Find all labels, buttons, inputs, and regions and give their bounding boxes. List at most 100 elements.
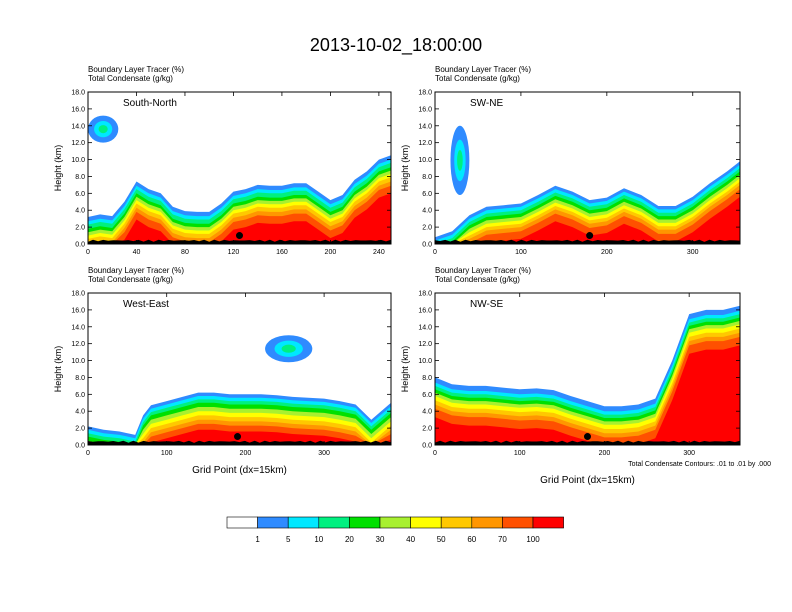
y-tick-label: 2.0 <box>75 225 85 232</box>
location-marker <box>586 232 594 240</box>
x-tick-label: 120 <box>228 249 240 256</box>
x-axis-label: Grid Point (dx=15km) <box>540 475 635 486</box>
y-tick-label: 8.0 <box>422 375 432 382</box>
colorbar-label: 40 <box>406 535 415 544</box>
panel-subtitle-tracer: Boundary Layer Tracer (%) <box>88 266 184 275</box>
y-tick-label: 12.0 <box>71 140 85 147</box>
colorbar-swatch <box>471 516 503 529</box>
x-tick-label: 240 <box>373 249 385 256</box>
x-tick-label: 300 <box>687 249 699 256</box>
y-tick-label: 6.0 <box>75 191 85 198</box>
location-marker <box>584 433 591 441</box>
y-tick-label: 8.0 <box>75 174 85 181</box>
terrain <box>88 440 391 445</box>
y-tick-label: 2.0 <box>422 225 432 232</box>
y-tick-label: 12.0 <box>71 341 85 348</box>
y-tick-label: 10.0 <box>71 157 85 164</box>
plot-area <box>88 335 391 445</box>
colorbar-swatch <box>318 516 350 529</box>
colorbar-swatch <box>226 516 258 529</box>
upper-tracer-core <box>281 344 296 353</box>
y-tick-label: 18.0 <box>71 90 85 97</box>
plot-area <box>435 305 740 445</box>
terrain <box>435 440 740 445</box>
tracer-band-8 <box>435 184 740 244</box>
x-tick-label: 0 <box>86 249 90 256</box>
plot-frame <box>87 91 392 245</box>
plot-frame <box>434 91 741 245</box>
colorbar-label: 5 <box>286 535 291 544</box>
y-tick-label: 18.0 <box>71 291 85 298</box>
plot-area <box>435 125 740 244</box>
x-tick-label: 200 <box>240 450 252 457</box>
panel-title: South-North <box>123 98 177 109</box>
y-tick-label: 6.0 <box>422 191 432 198</box>
colorbar-swatch <box>502 516 534 529</box>
x-tick-label: 300 <box>318 450 330 457</box>
y-tick-label: 14.0 <box>418 123 432 130</box>
y-tick-label: 16.0 <box>71 307 85 314</box>
x-tick-label: 200 <box>599 450 611 457</box>
panel-subtitle-condensate: Total Condensate (g/kg) <box>435 275 520 284</box>
y-tick-label: 10.0 <box>71 358 85 365</box>
y-tick-label: 12.0 <box>418 140 432 147</box>
x-tick-label: 0 <box>86 450 90 457</box>
colorbar-label: 70 <box>498 535 507 544</box>
y-tick-label: 14.0 <box>418 324 432 331</box>
y-tick-label: 16.0 <box>418 307 432 314</box>
panel-subtitle-tracer: Boundary Layer Tracer (%) <box>435 65 531 74</box>
panel-south-north: Boundary Layer Tracer (%)Total Condensat… <box>53 65 392 256</box>
panel-title: West-East <box>123 299 169 310</box>
panel-title: NW-SE <box>470 299 503 310</box>
panel-west-east: Boundary Layer Tracer (%)Total Condensat… <box>53 266 392 476</box>
y-tick-label: 16.0 <box>71 106 85 113</box>
upper-tracer-core <box>98 125 108 134</box>
colorbar-swatch <box>257 516 289 529</box>
y-tick-label: 6.0 <box>75 392 85 399</box>
y-tick-label: 0.0 <box>422 443 432 450</box>
y-tick-label: 16.0 <box>418 106 432 113</box>
y-axis-label: Height (km) <box>53 145 63 192</box>
terrain <box>435 239 740 244</box>
tracer-band-9 <box>435 336 740 445</box>
y-tick-label: 18.0 <box>418 90 432 97</box>
colorbar-swatch <box>440 516 473 529</box>
upper-tracer-core <box>457 150 463 171</box>
panel-subtitle-tracer: Boundary Layer Tracer (%) <box>88 65 184 74</box>
plot-frame <box>434 292 741 446</box>
panel-subtitle-tracer: Boundary Layer Tracer (%) <box>435 266 531 275</box>
colorbar-swatch <box>379 516 411 529</box>
tracer-band-10 <box>435 196 740 244</box>
panel-sw-ne: Boundary Layer Tracer (%)Total Condensat… <box>400 65 741 256</box>
y-tick-label: 4.0 <box>422 208 432 215</box>
x-tick-label: 80 <box>181 249 189 256</box>
colorbar: 1 5 10 20 30 40 50 60 70 100 <box>226 516 564 544</box>
y-tick-label: 2.0 <box>75 426 85 433</box>
x-tick-label: 200 <box>325 249 337 256</box>
x-tick-label: 100 <box>515 249 527 256</box>
y-axis-label: Height (km) <box>400 346 410 393</box>
colorbar-label: 60 <box>467 535 476 544</box>
colorbar-swatch <box>410 516 442 529</box>
y-tick-label: 10.0 <box>418 157 432 164</box>
y-axis-label: Height (km) <box>400 145 410 192</box>
y-tick-label: 14.0 <box>71 324 85 331</box>
y-tick-label: 4.0 <box>75 409 85 416</box>
x-tick-label: 300 <box>683 450 695 457</box>
y-axis-label: Height (km) <box>53 346 63 393</box>
y-tick-label: 0.0 <box>422 242 432 249</box>
plot-area <box>88 115 391 244</box>
colorbar-label: 10 <box>314 535 323 544</box>
tracer-band-10 <box>88 193 391 244</box>
x-tick-label: 0 <box>433 450 437 457</box>
y-tick-label: 6.0 <box>422 392 432 399</box>
colorbar-label: 30 <box>376 535 385 544</box>
tracer-band-10 <box>435 345 740 445</box>
colorbar-swatch <box>532 516 564 529</box>
panel-subtitle-condensate: Total Condensate (g/kg) <box>88 74 173 83</box>
location-marker <box>234 433 242 441</box>
colorbar-label: 50 <box>437 535 446 544</box>
x-tick-label: 100 <box>514 450 526 457</box>
y-tick-label: 4.0 <box>422 409 432 416</box>
